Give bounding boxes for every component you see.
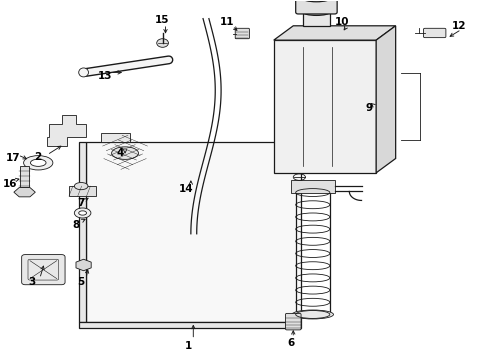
Text: 1: 1: [184, 341, 192, 351]
Ellipse shape: [74, 183, 88, 190]
Ellipse shape: [74, 208, 91, 218]
Text: 3: 3: [29, 277, 36, 287]
FancyBboxPatch shape: [235, 28, 249, 39]
Text: 6: 6: [286, 338, 294, 348]
Text: 11: 11: [220, 17, 234, 27]
Text: 17: 17: [5, 153, 20, 163]
Ellipse shape: [79, 211, 86, 215]
Text: 5: 5: [78, 277, 84, 287]
Ellipse shape: [111, 147, 138, 159]
Bar: [290, 180, 334, 193]
Bar: [20, 166, 29, 187]
FancyBboxPatch shape: [285, 314, 301, 330]
Text: 4: 4: [116, 148, 123, 158]
Bar: [86, 142, 300, 321]
Text: 7: 7: [77, 198, 84, 208]
Polygon shape: [273, 26, 395, 40]
Text: 9: 9: [365, 103, 372, 113]
Text: 13: 13: [98, 71, 113, 81]
Ellipse shape: [79, 68, 88, 77]
Ellipse shape: [30, 159, 46, 166]
Text: 16: 16: [3, 179, 18, 189]
Ellipse shape: [157, 39, 168, 47]
Polygon shape: [375, 26, 395, 173]
Ellipse shape: [291, 310, 333, 319]
Ellipse shape: [303, 9, 329, 15]
Bar: [303, 12, 329, 26]
Text: 10: 10: [334, 17, 348, 27]
Text: 15: 15: [154, 15, 168, 26]
Bar: [79, 321, 300, 328]
Text: 8: 8: [73, 220, 80, 230]
Text: 2: 2: [34, 152, 41, 162]
Bar: [69, 186, 96, 196]
Ellipse shape: [301, 0, 330, 2]
Ellipse shape: [23, 156, 53, 170]
FancyBboxPatch shape: [295, 0, 336, 14]
Polygon shape: [14, 188, 35, 197]
Text: 14: 14: [178, 184, 193, 194]
Polygon shape: [47, 116, 86, 146]
FancyBboxPatch shape: [423, 28, 445, 38]
Polygon shape: [76, 259, 91, 271]
Bar: [273, 40, 375, 173]
FancyBboxPatch shape: [21, 255, 65, 285]
Text: 12: 12: [451, 21, 466, 31]
Bar: [101, 134, 130, 142]
Bar: [79, 142, 86, 321]
